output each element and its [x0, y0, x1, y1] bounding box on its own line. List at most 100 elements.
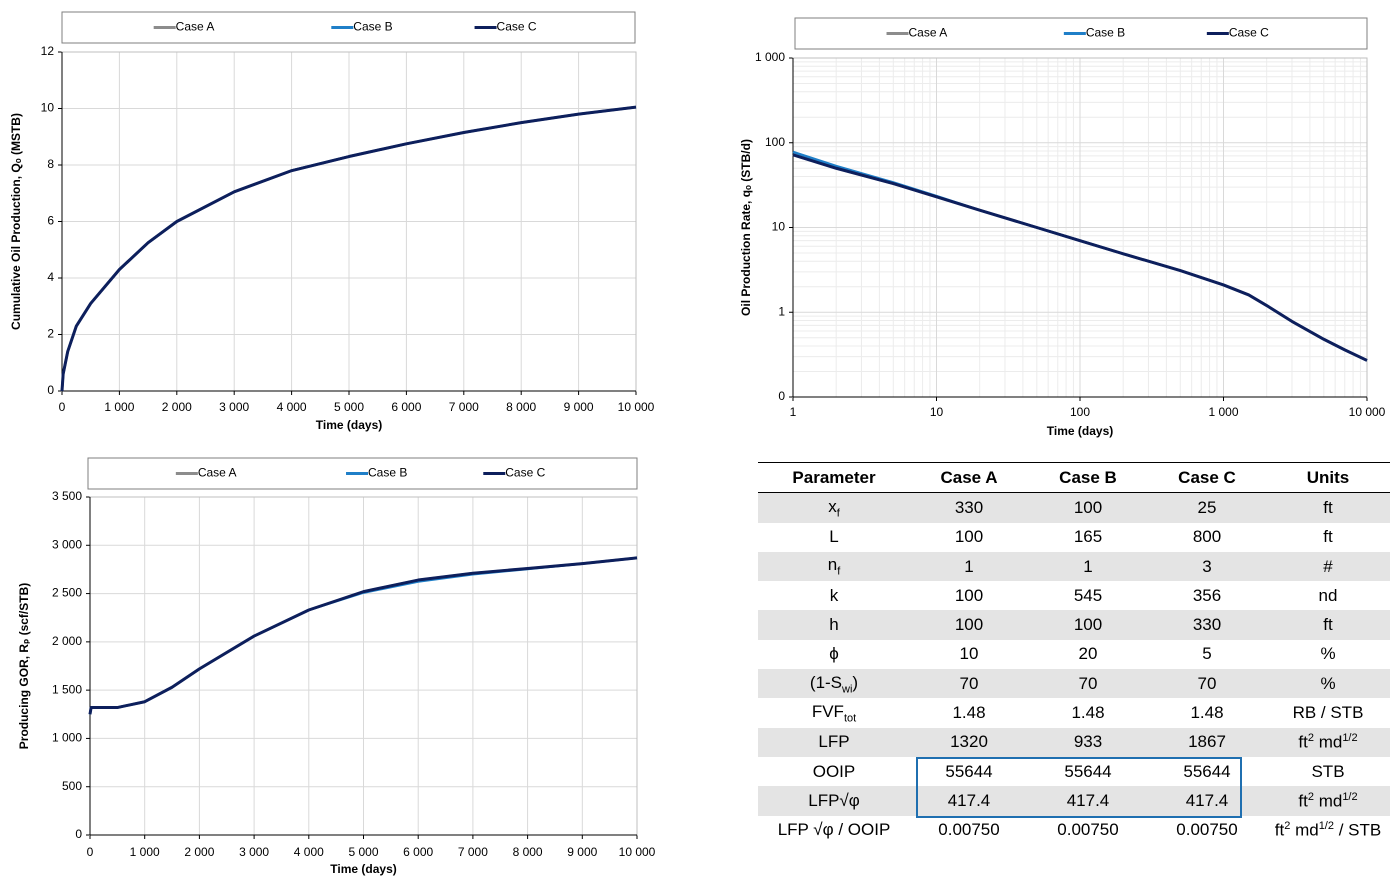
- y-tick-label: 1: [778, 304, 785, 318]
- cell-text: f: [836, 507, 840, 520]
- cell-text: wi: [842, 682, 853, 695]
- table-cell: STB: [1311, 761, 1345, 781]
- cell-text: tot: [843, 712, 857, 725]
- table-cell: 1: [910, 551, 1028, 582]
- legend-label: Case C: [497, 20, 537, 34]
- parameter-table: Parameter Case A Case B Case C Units xf 330 100…: [758, 461, 1390, 845]
- y-tick-label: 0: [47, 383, 54, 397]
- x-axis-title: Time (days): [316, 418, 382, 432]
- table-cell: 100: [1028, 492, 1148, 523]
- cell-text: FVF: [811, 701, 844, 721]
- table-cell: 100: [910, 610, 1028, 640]
- header-row: Parameter Case A Case B Case C Units: [758, 461, 1390, 494]
- x-tick-label: 100: [1070, 405, 1090, 419]
- table-cell: ft2 md1/2 / STB: [1266, 816, 1390, 845]
- y-tick-label: 0: [778, 389, 785, 403]
- legend-label: Case A: [909, 26, 948, 40]
- table-cell: 0.00750: [938, 820, 1000, 840]
- table-cell: FVFtot: [758, 698, 910, 727]
- cell-text: x: [828, 496, 837, 516]
- table-cell: 0.00750: [1057, 820, 1119, 840]
- y-axis-title: Producing GOR, Rₚ (scf/STB): [17, 583, 31, 749]
- table-cell: 356: [1192, 585, 1222, 605]
- x-tick-label: 2 000: [162, 400, 192, 414]
- table-cell: LFP: [758, 727, 910, 757]
- y-tick-label: 0: [75, 827, 82, 841]
- table-cell: 0.00750: [1176, 820, 1238, 840]
- table-cell: #: [1266, 551, 1390, 582]
- table-cell: 10: [959, 644, 979, 664]
- table-cell: LFP√φ: [758, 786, 910, 816]
- x-tick-label: 10 000: [618, 400, 655, 414]
- y-tick-label: 2: [47, 327, 54, 341]
- table-cell: %: [1266, 669, 1390, 699]
- x-tick-label: 0: [87, 845, 94, 859]
- table-cell: L: [829, 527, 839, 547]
- x-tick-label: 4 000: [294, 845, 324, 859]
- table-cell: 330: [1148, 610, 1266, 640]
- table-cell: Case C: [1148, 461, 1266, 494]
- table-cell: k: [829, 585, 839, 605]
- table-row: nf 1 1 3 #: [758, 551, 1390, 582]
- legend-label: Case A: [198, 466, 237, 480]
- x-tick-label: 1 000: [130, 845, 160, 859]
- x-tick-label: 6 000: [403, 845, 433, 859]
- table-cell: 100: [1028, 610, 1148, 640]
- y-tick-label: 4: [47, 270, 54, 284]
- cell-text: n: [827, 555, 838, 575]
- table-row: xf 330 100 25 ft: [758, 492, 1390, 523]
- highlight-box: [916, 757, 1242, 818]
- x-tick-label: 8 000: [513, 845, 543, 859]
- table-cell: 1.48: [952, 703, 986, 723]
- y-tick-label: 2 000: [52, 634, 82, 648]
- y-tick-label: 3 000: [52, 537, 82, 551]
- x-tick-label: 5 000: [334, 400, 364, 414]
- x-axis-title: Time (days): [330, 862, 396, 876]
- y-axis-title: Oil Production Rate, qₒ (STB/d): [739, 139, 753, 316]
- table-cell: 20: [1078, 644, 1098, 664]
- x-tick-label: 1: [790, 405, 797, 419]
- table-cell: 800: [1192, 527, 1222, 547]
- x-tick-label: 6 000: [391, 400, 421, 414]
- table-cell: 417.4: [910, 786, 1028, 816]
- y-tick-label: 12: [41, 44, 55, 58]
- y-tick-label: 100: [765, 135, 785, 149]
- table-row: LFP 1320 933 1867 ft2 md1/2: [758, 727, 1390, 757]
- y-tick-label: 3 500: [52, 489, 82, 503]
- x-tick-label: 0: [59, 400, 66, 414]
- table-cell: Units: [1266, 461, 1390, 494]
- table-cell: ft: [1266, 492, 1390, 523]
- series-line: [60, 105, 637, 392]
- series-line: [792, 153, 1368, 362]
- x-tick-label: 1 000: [1208, 405, 1238, 419]
- table-cell: Case A: [910, 461, 1028, 494]
- legend-label: Case C: [505, 466, 545, 480]
- legend-label: Case C: [1229, 26, 1269, 40]
- table-cell: 70: [910, 669, 1028, 699]
- table-cell: 1.48: [1190, 703, 1224, 723]
- y-tick-label: 2 500: [52, 586, 82, 600]
- y-tick-label: 1 500: [52, 682, 82, 696]
- table-row: LFP√φ 417.4 417.4 417.4 ft2 md1/2: [758, 786, 1390, 816]
- cell-text: 2: [1307, 731, 1314, 744]
- y-tick-label: 10: [772, 220, 786, 234]
- y-tick-label: 1 000: [52, 731, 82, 745]
- cell-text: md: [1290, 820, 1319, 840]
- x-tick-label: 10 000: [1349, 405, 1386, 419]
- table-row: FVFtot 1.48 1.48 1.48 RB / STB: [758, 698, 1390, 727]
- x-tick-label: 7 000: [458, 845, 488, 859]
- cell-text: (1-S: [809, 672, 843, 692]
- table-cell: 417.4: [1148, 786, 1266, 816]
- table-cell: ft: [1323, 527, 1333, 547]
- table-cell: ft2 md1/2: [1266, 786, 1390, 816]
- table-cell: ϕ: [829, 644, 839, 664]
- y-tick-label: 10: [41, 101, 55, 115]
- cell-text: ft: [1298, 732, 1308, 752]
- legend-label: Case B: [1086, 26, 1125, 40]
- legend-label: Case B: [353, 20, 392, 34]
- legend-label: Case A: [176, 20, 215, 34]
- table-cell: 330: [910, 492, 1028, 523]
- cell-text: 2: [1284, 819, 1291, 832]
- cell-text: 1/2: [1318, 819, 1334, 832]
- table-cell: 55644: [1064, 761, 1112, 781]
